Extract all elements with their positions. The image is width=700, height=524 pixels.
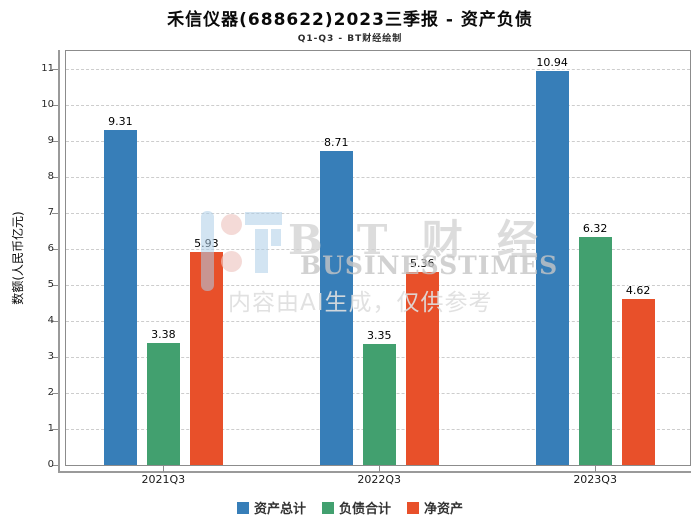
gridline [66,321,690,322]
bar-净资产-2021Q3 [189,251,223,465]
y-tick-mark [52,393,58,394]
bar-净资产-2023Q3 [621,298,655,465]
bar-value-label: 9.31 [108,114,133,128]
y-tick-label: 5 [47,279,54,290]
x-tick-label-2022Q3: 2022Q3 [357,473,402,486]
gridline [66,213,690,214]
chart-subtitle: Q1-Q3 - BT财经绘制 [297,34,403,44]
gridline [66,285,690,286]
x-tick-label-2021Q3: 2021Q3 [141,473,186,486]
y-tick-label: 2 [47,387,54,398]
y-tick-label: 6 [47,243,54,254]
x-tick-mark [163,466,165,472]
bar-负债合计-2023Q3 [578,237,612,465]
y-tick-mark [52,465,58,466]
gridline [66,177,690,178]
gridline [66,69,690,70]
y-tick-mark [52,177,58,178]
legend-swatch-icon [407,501,419,514]
y-tick-mark [52,357,58,358]
y-tick-mark [52,69,58,70]
y-tick-label: 1 [47,423,54,434]
y-axis-title: 数额(人民币亿元) [11,211,25,305]
legend-item-资产总计: 资产总计 [236,498,306,517]
y-tick-mark [52,285,58,286]
y-tick-label: 7 [47,207,54,218]
bar-净资产-2022Q3 [405,272,439,465]
y-tick-label: 0 [47,459,54,470]
bar-资产总计-2022Q3 [319,151,353,465]
chart-title: 禾信仪器(688622)2023三季报 - 资产负债 [167,10,533,30]
legend-swatch-icon [236,501,249,514]
y-tick-label: 3 [47,351,54,362]
legend-swatch-icon [321,501,334,514]
y-tick-label: 8 [47,171,54,182]
y-tick-mark [52,105,58,106]
gridline [66,141,690,142]
legend-label: 负债合计 [338,502,391,517]
x-tick-label-2023Q3: 2023Q3 [573,473,617,486]
legend-label: 净资产 [424,502,464,517]
bar-value-label: 5.93 [194,236,219,250]
bar-value-label: 3.35 [366,329,392,343]
y-tick-mark [52,213,58,214]
bar-value-label: 3.38 [151,328,176,342]
y-tick-label: 9 [47,135,54,146]
y-tick-mark [52,429,58,430]
y-tick-mark [52,249,58,250]
y-tick-label: 4 [47,315,54,326]
bar-资产总计-2021Q3 [103,129,137,465]
bar-资产总计-2023Q3 [535,71,569,465]
bar-value-label: 8.71 [323,136,349,150]
bar-value-label: 6.32 [582,222,608,236]
gridline [66,105,690,106]
legend-label: 资产总计 [253,502,306,517]
gridline [66,249,690,250]
x-axis-spine [58,471,691,473]
y-tick-label: 11 [41,63,54,74]
legend: 资产总计 负债合计 净资产 [0,498,700,517]
bar-value-label: 4.62 [625,283,651,297]
y-tick-label: 10 [41,99,54,110]
x-tick-mark [595,466,597,472]
bar-value-label: 5.36 [409,257,435,271]
y-tick-mark [52,321,58,322]
legend-item-负债合计: 负债合计 [321,498,391,517]
y-axis-spine [58,50,60,473]
y-tick-mark [52,141,58,142]
bar-负债合计-2022Q3 [362,344,396,465]
x-tick-mark [379,466,381,472]
bar-负债合计-2021Q3 [146,343,180,465]
bar-value-label: 10.94 [536,56,568,70]
legend-item-净资产: 净资产 [407,498,463,517]
plot-area: 9.31 3.38 5.93 8.71 3.35 5.36 10.94 6.32 4.62 [65,50,691,466]
